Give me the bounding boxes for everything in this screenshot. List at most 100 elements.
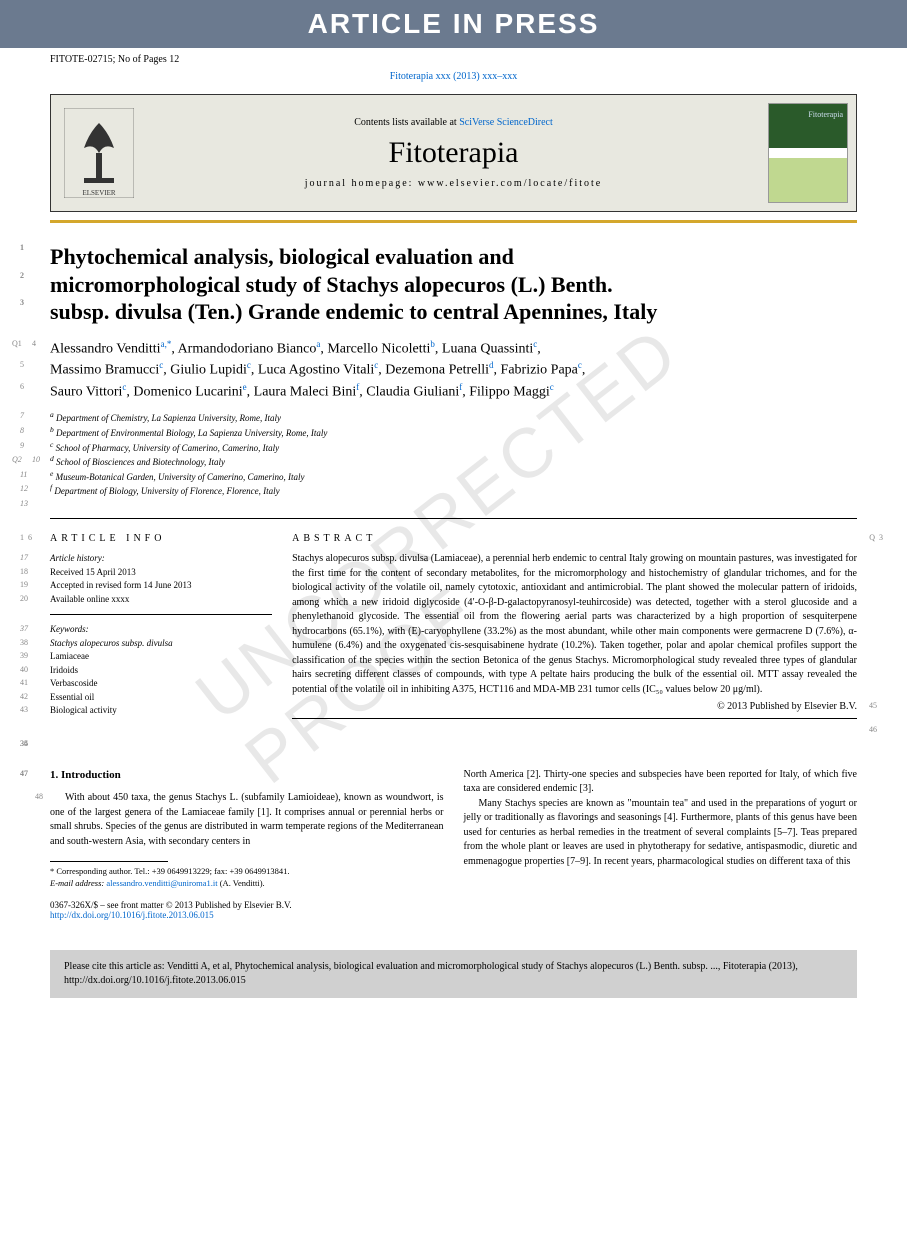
line-num: 37 [20,623,28,635]
publisher-logo: ELSEVIER [59,103,139,203]
keyword: Lamiaceae [50,651,89,661]
affiliations: 7a Department of Chemistry, La Sapienza … [50,410,857,498]
line-num: 47 [20,768,28,780]
elsevier-tree-icon: ELSEVIER [64,108,134,198]
author: Laura Maleci Bini [254,384,357,399]
title-line: micromorphological study of Stachys alop… [50,272,613,297]
journal-cover-thumb: Fitoterapia [768,103,848,203]
article-in-press-banner: ARTICLE IN PRESS [0,0,907,48]
line-num: 42 [20,691,28,703]
line-num: 12 [20,483,28,494]
body-columns: 471. Introduction 48 With about 450 taxa… [50,768,857,891]
line-num: 13 [20,498,28,509]
footnote-corr: * Corresponding author. Tel.: +39 064991… [50,866,444,878]
doi-footer: 0367-326X/$ – see front matter © 2013 Pu… [50,890,857,920]
line-num: 39 [20,650,28,662]
keywords-title: Keywords: [50,624,89,634]
keyword: Iridoids [50,665,78,675]
email-name: (A. Venditti). [218,878,265,888]
affil-sup: f [356,382,359,392]
query-label: Q2 [12,454,22,465]
line-num: 10 [32,454,40,465]
line-num: 5 [20,359,24,371]
line-num: 9 [20,440,24,451]
author: Fabrizio Papa [501,363,578,378]
body-column-left: 471. Introduction 48 With about 450 taxa… [50,768,444,891]
sciencedirect-link[interactable]: SciVerse ScienceDirect [459,117,553,128]
line-num: 11 [20,469,27,480]
affil-text: Department of Chemistry, La Sapienza Uni… [56,413,281,423]
body-paragraph: North America [2]. Thirty-one species an… [464,768,858,797]
keyword: Verbascoside [50,678,97,688]
author: Alessandro Venditti [50,341,161,356]
info-grid: 16ARTICLE INFO 17Article history: 18Rece… [50,518,857,738]
author: Domenico Lucarini [133,384,242,399]
author: Armandodoriano Bianco [178,341,317,356]
citation-box: Please cite this article as: Venditti A,… [50,950,857,998]
article-title: 1Phytochemical analysis, biological eval… [50,243,857,326]
body-paragraph: Many Stachys species are known as "mount… [464,797,858,870]
affil-sup[interactable]: a,* [161,339,172,349]
doi-link[interactable]: http://dx.doi.org/10.1016/j.fitote.2013.… [50,910,857,920]
section-heading-intro: 471. Introduction [50,768,444,784]
keyword: Stachys alopecuros subsp. divulsa [50,638,173,648]
line-num: 1 [20,243,24,253]
history-online: Available online xxxx [50,594,129,604]
affil-sup: c [247,360,251,370]
line-num: 17 [20,552,28,564]
keyword: Essential oil [50,692,94,702]
corresponding-author-footnote: * Corresponding author. Tel.: +39 064991… [50,866,444,890]
history-revised: Accepted in revised form 14 June 2013 [50,580,191,590]
keywords-block: 37Keywords: 38Stachys alopecuros subsp. … [50,623,272,738]
line-num: 41 [20,677,28,689]
history-received: Received 15 April 2013 [50,567,136,577]
affil-text: Department of Biology, University of Flo… [54,486,279,496]
journal-center: Contents lists available at SciVerse Sci… [139,117,768,189]
journal-reference[interactable]: Fitoterapia xxx (2013) xxx–xxx [0,67,907,86]
title-line: subsp. divulsa (Ten.) Grande endemic to … [50,299,657,324]
email-link[interactable]: alessandro.venditti@uniroma1.it [106,878,217,888]
affil-text: School of Pharmacy, University of Cameri… [56,443,279,453]
authors-block: Q14 Alessandro Vendittia,*, Armandodoria… [50,338,857,403]
affil-sup: c [550,382,554,392]
body-column-right: North America [2]. Thirty-one species an… [464,768,858,891]
contents-label: Contents lists available at SciVerse Sci… [139,117,768,128]
cover-label: Fitoterapia [808,110,843,119]
body-paragraph: 48 With about 450 taxa, the genus Stachy… [50,791,444,849]
keyword: Biological activity [50,705,117,715]
journal-name: Fitoterapia [139,136,768,170]
affil-sup: c [374,360,378,370]
author: Luana Quassinti [442,341,533,356]
affil-text: School of Biosciences and Biotechnology,… [56,457,225,467]
line-num: 6 [20,381,24,393]
affil-sup: c [578,360,582,370]
query-label: Q3 [869,533,887,542]
affil-sup: a [316,339,320,349]
affil-sup: c [533,339,537,349]
line-num: 2 [20,271,24,281]
article-info-head: 16ARTICLE INFO [50,533,272,544]
abstract-head: ABSTRACT Q3 [292,533,857,544]
abstract-bottom-rule: 46 [292,718,857,719]
affil-sup: d [489,360,494,370]
line-num: 4 [32,338,36,350]
author: Filippo Maggi [469,384,550,399]
line-num: 43 [20,704,28,716]
email-label: E-mail address: [50,878,106,888]
journal-homepage[interactable]: journal homepage: www.elsevier.com/locat… [139,178,768,189]
line-num: 46 [869,725,877,734]
author: Claudia Giuliani [366,384,459,399]
line-num: 7 [20,410,24,421]
title-line: Phytochemical analysis, biological evalu… [50,244,514,269]
affil-sup: e [243,382,247,392]
journal-box: ELSEVIER Contents lists available at Sci… [50,94,857,212]
history-title: Article history: [50,553,105,563]
footnote-rule [50,861,168,862]
line-num: 3 [20,298,24,308]
affil-text: Department of Environmental Biology, La … [56,428,327,438]
author: Marcello Nicoletti [327,341,430,356]
author: Luca Agostino Vitali [258,363,374,378]
affil-sup: c [122,382,126,392]
affil-sup: f [459,382,462,392]
line-num: 45 [869,701,877,710]
